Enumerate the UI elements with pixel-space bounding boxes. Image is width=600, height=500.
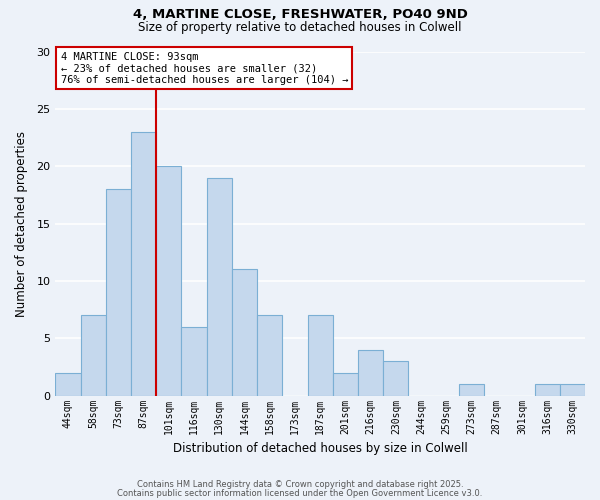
Bar bbox=[55, 372, 80, 396]
Text: Size of property relative to detached houses in Colwell: Size of property relative to detached ho… bbox=[138, 21, 462, 34]
Bar bbox=[232, 270, 257, 396]
Bar bbox=[459, 384, 484, 396]
Text: Contains public sector information licensed under the Open Government Licence v3: Contains public sector information licen… bbox=[118, 489, 482, 498]
X-axis label: Distribution of detached houses by size in Colwell: Distribution of detached houses by size … bbox=[173, 442, 467, 455]
Bar bbox=[257, 316, 283, 396]
Bar bbox=[156, 166, 181, 396]
Bar bbox=[206, 178, 232, 396]
Bar bbox=[106, 189, 131, 396]
Bar bbox=[308, 316, 333, 396]
Bar bbox=[560, 384, 585, 396]
Text: 4 MARTINE CLOSE: 93sqm
← 23% of detached houses are smaller (32)
76% of semi-det: 4 MARTINE CLOSE: 93sqm ← 23% of detached… bbox=[61, 52, 348, 84]
Bar bbox=[181, 327, 206, 396]
Bar bbox=[535, 384, 560, 396]
Text: Contains HM Land Registry data © Crown copyright and database right 2025.: Contains HM Land Registry data © Crown c… bbox=[137, 480, 463, 489]
Y-axis label: Number of detached properties: Number of detached properties bbox=[15, 130, 28, 316]
Bar bbox=[358, 350, 383, 396]
Bar bbox=[80, 316, 106, 396]
Bar bbox=[333, 372, 358, 396]
Bar bbox=[383, 361, 409, 396]
Text: 4, MARTINE CLOSE, FRESHWATER, PO40 9ND: 4, MARTINE CLOSE, FRESHWATER, PO40 9ND bbox=[133, 8, 467, 20]
Bar bbox=[131, 132, 156, 396]
